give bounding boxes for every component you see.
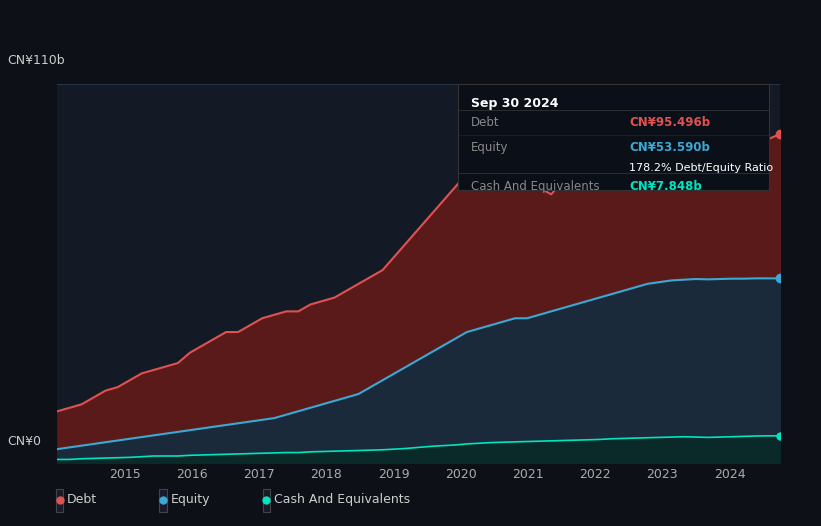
FancyBboxPatch shape	[159, 489, 167, 512]
Text: CN¥95.496b: CN¥95.496b	[630, 116, 710, 129]
Text: Equity: Equity	[471, 141, 508, 155]
Text: Cash And Equivalents: Cash And Equivalents	[274, 493, 410, 506]
Text: CN¥7.848b: CN¥7.848b	[630, 179, 702, 193]
Text: Equity: Equity	[171, 493, 210, 506]
Text: Cash And Equivalents: Cash And Equivalents	[471, 179, 599, 193]
Text: CN¥53.590b: CN¥53.590b	[630, 141, 710, 155]
FancyBboxPatch shape	[56, 489, 63, 512]
Text: Debt: Debt	[67, 493, 97, 506]
Text: 178.2% Debt/Equity Ratio: 178.2% Debt/Equity Ratio	[630, 163, 773, 173]
Text: CN¥110b: CN¥110b	[7, 54, 65, 67]
Text: Debt: Debt	[471, 116, 499, 129]
Text: Sep 30 2024: Sep 30 2024	[471, 97, 558, 110]
FancyBboxPatch shape	[263, 489, 270, 512]
Text: CN¥0: CN¥0	[7, 434, 41, 448]
